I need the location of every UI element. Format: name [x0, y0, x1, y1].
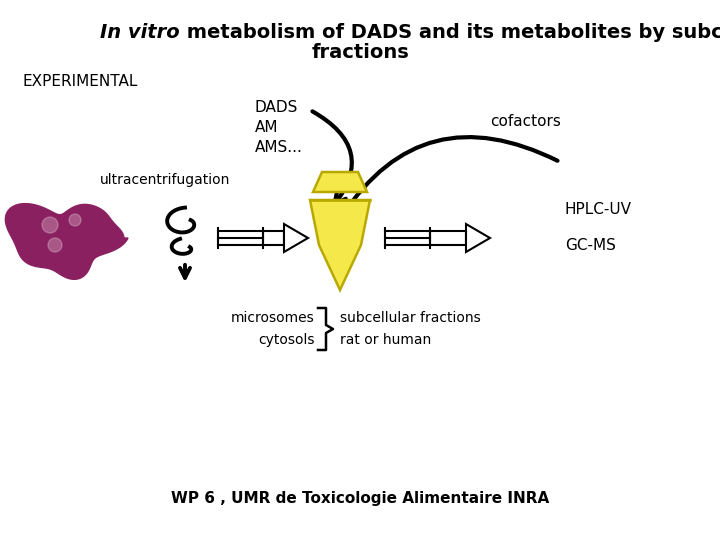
Circle shape [48, 238, 62, 252]
Text: metabolism of DADS and its metabolites by subcellular: metabolism of DADS and its metabolites b… [180, 23, 720, 42]
Text: EXPERIMENTAL: EXPERIMENTAL [22, 75, 138, 90]
Circle shape [42, 217, 58, 233]
Bar [263, 231, 284, 245]
Polygon shape [5, 204, 128, 279]
Text: cytosols: cytosols [258, 333, 315, 347]
Text: microsomes: microsomes [231, 311, 315, 325]
Text: GC-MS: GC-MS [565, 238, 616, 253]
Text: DADS: DADS [255, 100, 298, 116]
Bar [430, 231, 466, 245]
Text: AM: AM [255, 120, 279, 136]
Text: In vitro: In vitro [100, 23, 180, 42]
Text: ultracentrifugation: ultracentrifugation [100, 173, 230, 187]
Polygon shape [284, 224, 308, 252]
Polygon shape [310, 200, 370, 290]
Text: WP 6 , UMR de Toxicologie Alimentaire INRA: WP 6 , UMR de Toxicologie Alimentaire IN… [171, 490, 549, 505]
Circle shape [69, 214, 81, 226]
Text: HPLC-UV: HPLC-UV [565, 202, 632, 218]
Polygon shape [466, 224, 490, 252]
Polygon shape [313, 172, 367, 192]
Text: cofactors: cofactors [490, 114, 561, 130]
Text: AMS...: AMS... [255, 140, 303, 156]
Text: subcellular fractions: subcellular fractions [340, 311, 481, 325]
Text: rat or human: rat or human [340, 333, 431, 347]
Text: fractions: fractions [311, 43, 409, 62]
